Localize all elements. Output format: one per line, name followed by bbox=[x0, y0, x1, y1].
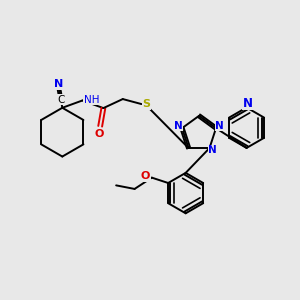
Text: O: O bbox=[94, 129, 104, 139]
Text: N: N bbox=[54, 79, 63, 89]
Text: NH: NH bbox=[84, 95, 99, 105]
Text: N: N bbox=[215, 121, 224, 131]
Text: C: C bbox=[57, 95, 64, 105]
Text: N: N bbox=[174, 121, 183, 131]
Text: N: N bbox=[242, 97, 253, 110]
Text: N: N bbox=[208, 146, 217, 155]
Text: S: S bbox=[142, 99, 151, 109]
Text: O: O bbox=[141, 171, 150, 181]
